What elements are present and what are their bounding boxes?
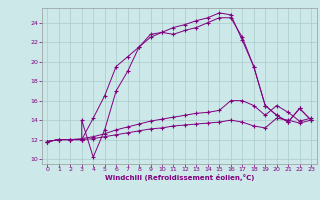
X-axis label: Windchill (Refroidissement éolien,°C): Windchill (Refroidissement éolien,°C) [105,174,254,181]
